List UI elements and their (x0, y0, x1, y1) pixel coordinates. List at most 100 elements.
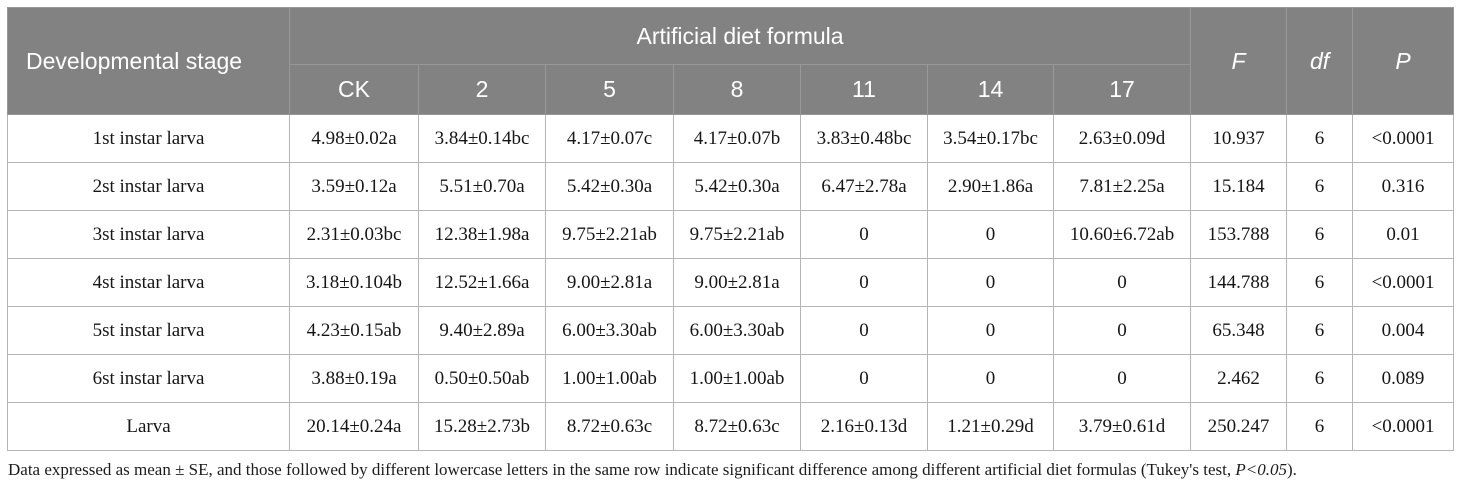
cell-f: 2.462 (1190, 354, 1288, 403)
cell-p: 0.316 (1352, 162, 1455, 211)
cell-p: 0.004 (1352, 306, 1455, 355)
cell-value: 9.40±2.89a (418, 306, 546, 355)
cell-p: <0.0001 (1352, 114, 1455, 163)
col-header-14: 14 (927, 64, 1054, 115)
table-row: 3st instar larva 2.31±0.03bc 12.38±1.98a… (7, 210, 1455, 259)
cell-stage: 2st instar larva (7, 162, 290, 211)
cell-stage: Larva (7, 402, 290, 451)
cell-value: 12.52±1.66a (418, 258, 546, 307)
cell-p: <0.0001 (1352, 258, 1455, 307)
table-row: Larva 20.14±0.24a 15.28±2.73b 8.72±0.63c… (7, 402, 1455, 451)
cell-p: 0.089 (1352, 354, 1455, 403)
table-header: Developmental stage Artificial diet form… (7, 7, 1455, 115)
footnote-text: Data expressed as mean ± SE, and those f… (8, 460, 1236, 479)
cell-value: 12.38±1.98a (418, 210, 546, 259)
cell-f: 10.937 (1190, 114, 1288, 163)
cell-value: 2.90±1.86a (927, 162, 1054, 211)
cell-value: 0 (800, 258, 928, 307)
cell-value: 0 (927, 306, 1054, 355)
cell-value: 3.84±0.14bc (418, 114, 546, 163)
cell-df: 6 (1286, 402, 1354, 451)
cell-stage: 5st instar larva (7, 306, 290, 355)
col-header-developmental-stage: Developmental stage (7, 7, 290, 115)
cell-value: 0 (927, 354, 1054, 403)
cell-value: 9.00±2.81a (545, 258, 674, 307)
footnote-pvalue: P<0.05 (1235, 460, 1287, 479)
cell-value: 15.28±2.73b (418, 402, 546, 451)
col-header-17: 17 (1052, 64, 1192, 115)
table-row: 4st instar larva 3.18±0.104b 12.52±1.66a… (7, 258, 1455, 307)
cell-value: 4.17±0.07c (545, 114, 674, 163)
cell-value: 9.75±2.21ab (673, 210, 801, 259)
cell-value: 8.72±0.63c (545, 402, 674, 451)
cell-value: 1.21±0.29d (927, 402, 1054, 451)
cell-value: 20.14±0.24a (289, 402, 419, 451)
cell-value: 2.31±0.03bc (289, 210, 419, 259)
cell-value: 8.72±0.63c (673, 402, 801, 451)
table-body: 1st instar larva 4.98±0.02a 3.84±0.14bc … (7, 114, 1455, 451)
cell-value: 4.23±0.15ab (289, 306, 419, 355)
cell-value: 3.18±0.104b (289, 258, 419, 307)
col-header-df: df (1286, 7, 1354, 115)
cell-stage: 3st instar larva (7, 210, 290, 259)
col-header-5: 5 (545, 64, 674, 115)
cell-p: <0.0001 (1352, 402, 1455, 451)
cell-df: 6 (1286, 258, 1354, 307)
cell-value: 5.42±0.30a (673, 162, 801, 211)
cell-value: 3.83±0.48bc (800, 114, 928, 163)
cell-value: 7.81±2.25a (1052, 162, 1192, 211)
cell-value: 4.98±0.02a (289, 114, 419, 163)
col-header-p: P (1352, 7, 1455, 115)
cell-f: 144.788 (1190, 258, 1288, 307)
cell-value: 1.00±1.00ab (545, 354, 674, 403)
cell-df: 6 (1286, 162, 1354, 211)
col-group-header-artificial-diet-formula: Artificial diet formula (288, 7, 1192, 65)
cell-value: 9.00±2.81a (673, 258, 801, 307)
cell-f: 250.247 (1190, 402, 1288, 451)
cell-value: 0 (800, 210, 928, 259)
table-row: 5st instar larva 4.23±0.15ab 9.40±2.89a … (7, 306, 1455, 355)
cell-f: 15.184 (1190, 162, 1288, 211)
cell-value: 5.42±0.30a (545, 162, 674, 211)
cell-value: 0 (1052, 306, 1192, 355)
cell-stage: 1st instar larva (7, 114, 290, 163)
table-row: 6st instar larva 3.88±0.19a 0.50±0.50ab … (7, 354, 1455, 403)
cell-value: 6.47±2.78a (800, 162, 928, 211)
cell-stage: 4st instar larva (7, 258, 290, 307)
cell-value: 6.00±3.30ab (673, 306, 801, 355)
cell-value: 3.88±0.19a (289, 354, 419, 403)
table-row: 2st instar larva 3.59±0.12a 5.51±0.70a 5… (7, 162, 1455, 211)
cell-df: 6 (1286, 306, 1354, 355)
col-header-f: F (1190, 7, 1288, 115)
table-row: 1st instar larva 4.98±0.02a 3.84±0.14bc … (7, 114, 1455, 163)
cell-df: 6 (1286, 114, 1354, 163)
cell-value: 6.00±3.30ab (545, 306, 674, 355)
cell-f: 65.348 (1190, 306, 1288, 355)
cell-value: 1.00±1.00ab (673, 354, 801, 403)
cell-stage: 6st instar larva (7, 354, 290, 403)
cell-value: 0 (927, 210, 1054, 259)
footnote-text-end: ). (1286, 460, 1297, 479)
cell-value: 10.60±6.72ab (1052, 210, 1192, 259)
cell-value: 0 (927, 258, 1054, 307)
cell-f: 153.788 (1190, 210, 1288, 259)
col-header-2: 2 (418, 64, 546, 115)
table-footnote: Data expressed as mean ± SE, and those f… (7, 451, 1453, 480)
cell-value: 0 (1052, 258, 1192, 307)
cell-df: 6 (1286, 210, 1354, 259)
cell-value: 0 (800, 354, 928, 403)
cell-value: 0 (1052, 354, 1192, 403)
cell-value: 2.63±0.09d (1052, 114, 1192, 163)
cell-value: 0.50±0.50ab (418, 354, 546, 403)
col-header-8: 8 (673, 64, 801, 115)
cell-value: 3.59±0.12a (289, 162, 419, 211)
cell-value: 9.75±2.21ab (545, 210, 674, 259)
cell-p: 0.01 (1352, 210, 1455, 259)
cell-value: 4.17±0.07b (673, 114, 801, 163)
col-header-ck: CK (289, 64, 419, 115)
cell-value: 5.51±0.70a (418, 162, 546, 211)
cell-value: 3.79±0.61d (1052, 402, 1192, 451)
cell-value: 0 (800, 306, 928, 355)
cell-value: 3.54±0.17bc (927, 114, 1054, 163)
